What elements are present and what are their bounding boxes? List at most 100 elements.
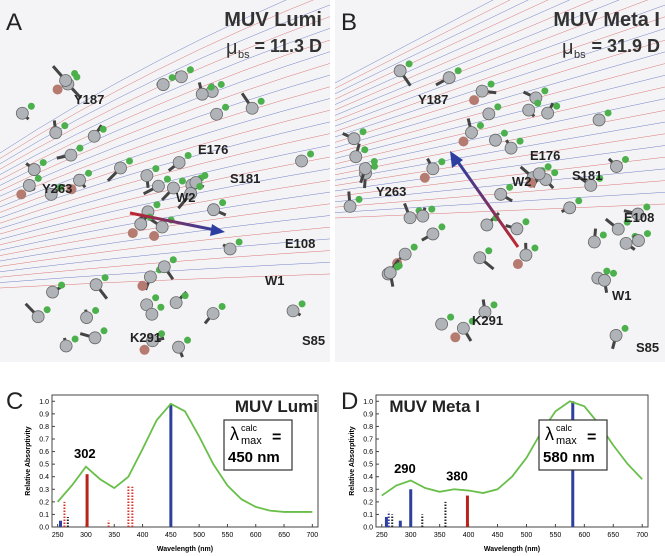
peak-label: 302 xyxy=(74,446,96,461)
atom xyxy=(481,219,493,231)
atom xyxy=(144,271,156,283)
h-atom xyxy=(58,282,65,289)
y-tick-label: 0.7 xyxy=(39,437,49,444)
atom xyxy=(632,235,644,247)
atom xyxy=(523,104,535,116)
residue-label: E176 xyxy=(198,142,228,157)
residue-label: Y187 xyxy=(418,92,448,107)
h-atom xyxy=(411,244,418,251)
atom xyxy=(489,134,501,146)
h-atom xyxy=(92,307,99,314)
o-atom xyxy=(458,137,468,147)
atom xyxy=(196,88,208,100)
residue-label: S85 xyxy=(302,333,325,348)
h-atom xyxy=(531,245,538,252)
o-atom xyxy=(137,281,147,291)
h-atom xyxy=(299,300,306,307)
x-tick-label: 350 xyxy=(108,532,120,539)
h-atom xyxy=(182,292,189,299)
y-tick-label: 1.0 xyxy=(39,399,49,406)
y-tick-label: 1.0 xyxy=(363,399,373,406)
h-atom xyxy=(179,178,186,185)
o-atom xyxy=(450,332,460,342)
h-atom xyxy=(622,156,629,163)
atom xyxy=(90,279,102,291)
y-tick-label: 0.1 xyxy=(39,512,49,519)
lambda: λ xyxy=(545,424,554,444)
atom xyxy=(173,157,185,169)
h-atom xyxy=(575,197,582,204)
panel-letter: A xyxy=(6,9,22,36)
atom xyxy=(115,162,127,174)
h-atom xyxy=(501,130,508,137)
o-atom xyxy=(140,345,150,355)
y-tick-label: 0.4 xyxy=(39,474,49,481)
y-tick-label: 0.3 xyxy=(39,487,49,494)
atom xyxy=(610,160,622,172)
y-tick-label: 0.8 xyxy=(39,424,49,431)
h-atom xyxy=(455,67,462,74)
atom xyxy=(384,267,396,279)
h-atom xyxy=(152,294,159,301)
atom xyxy=(146,308,158,320)
h-atom xyxy=(219,199,226,206)
atom xyxy=(65,149,77,161)
h-atom xyxy=(169,74,176,81)
h-atom xyxy=(61,122,68,129)
y-tick-label: 0.0 xyxy=(363,525,373,532)
x-tick-label: 600 xyxy=(250,532,262,539)
h-atom xyxy=(477,122,484,129)
atom xyxy=(612,223,624,235)
residue-label: E108 xyxy=(624,210,654,225)
h-atom xyxy=(438,158,445,165)
atom xyxy=(436,318,448,330)
atom xyxy=(47,286,59,298)
o-atom xyxy=(420,173,430,183)
o-atom xyxy=(149,231,159,241)
y-tick-label: 0.0 xyxy=(39,525,49,532)
atom xyxy=(344,200,356,212)
residue-label: W2 xyxy=(512,174,532,189)
h-atom xyxy=(219,303,226,310)
y-tick-label: 0.9 xyxy=(39,411,49,418)
atom xyxy=(246,102,258,114)
residue-label: K291 xyxy=(130,330,161,345)
h-atom xyxy=(605,109,612,116)
h-atom xyxy=(517,138,524,145)
lambda-sub: max xyxy=(241,435,262,447)
h-atom xyxy=(600,231,607,238)
residue-label: K291 xyxy=(472,313,503,328)
h-atom xyxy=(551,169,558,176)
atom xyxy=(394,65,406,77)
x-tick-label: 350 xyxy=(434,532,446,539)
h-atom xyxy=(438,223,445,230)
x-tick-label: 400 xyxy=(137,532,149,539)
atom xyxy=(156,221,168,233)
x-tick-label: 450 xyxy=(492,532,504,539)
residue-label: S181 xyxy=(230,171,260,186)
mu-sub: bs xyxy=(574,49,586,61)
h-atom xyxy=(447,314,454,321)
y-tick-label: 0.5 xyxy=(363,462,373,469)
o-atom xyxy=(128,228,138,238)
y-tick-label: 0.7 xyxy=(363,437,373,444)
h-atom xyxy=(603,268,610,275)
residue-label: E176 xyxy=(530,148,560,163)
h-atom xyxy=(164,176,171,183)
atom xyxy=(505,142,517,154)
h-atom xyxy=(208,84,215,91)
panel-letter: C xyxy=(6,388,23,415)
atom xyxy=(359,163,371,175)
x-tick-label: 600 xyxy=(578,532,590,539)
residue-label: Y263 xyxy=(376,184,406,199)
h-atom xyxy=(76,145,83,152)
h-atom xyxy=(44,306,51,313)
x-tick-label: 250 xyxy=(52,532,64,539)
dipole: = 11.3 D xyxy=(254,36,322,56)
h-atom xyxy=(218,81,225,88)
h-atom xyxy=(152,165,159,172)
residue-label: W2 xyxy=(176,190,196,205)
x-axis-label: Wavelength (nm) xyxy=(157,546,213,553)
atom xyxy=(89,332,101,344)
h-atom xyxy=(187,66,194,73)
